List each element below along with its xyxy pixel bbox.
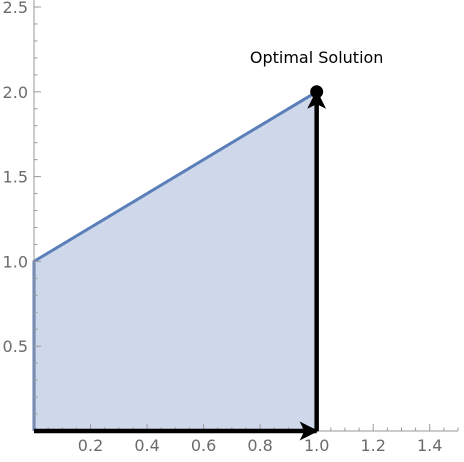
x-tick-label: 0.2 <box>78 436 103 455</box>
x-tick-label: 1.4 <box>417 436 442 455</box>
x-tick-label: 1.0 <box>304 436 329 455</box>
x-tick-label: 0.8 <box>247 436 272 455</box>
y-tick-label: 2.0 <box>3 83 28 102</box>
y-tick-label: 1.5 <box>3 168 28 187</box>
feasible-region-fill <box>34 91 317 432</box>
labels-layer: 0.2 0.4 0.6 0.8 1.0 1.2 1.4 0.5 1.0 1.5 2.0 2.5 Opti… <box>3 0 443 455</box>
feasible-region-layer <box>32 90 319 432</box>
y-tick-label: 1.0 <box>3 252 28 271</box>
y-tick-label: 2.5 <box>3 0 28 17</box>
optimal-point <box>310 85 324 99</box>
y-tick-label: 0.5 <box>3 337 28 356</box>
arrows-layer <box>34 85 327 441</box>
x-tick-label: 0.6 <box>191 436 216 455</box>
x-tick-label: 1.2 <box>360 436 385 455</box>
x-tick-label: 0.4 <box>134 436 159 455</box>
optimal-point-label: Optimal Solution <box>250 48 384 67</box>
